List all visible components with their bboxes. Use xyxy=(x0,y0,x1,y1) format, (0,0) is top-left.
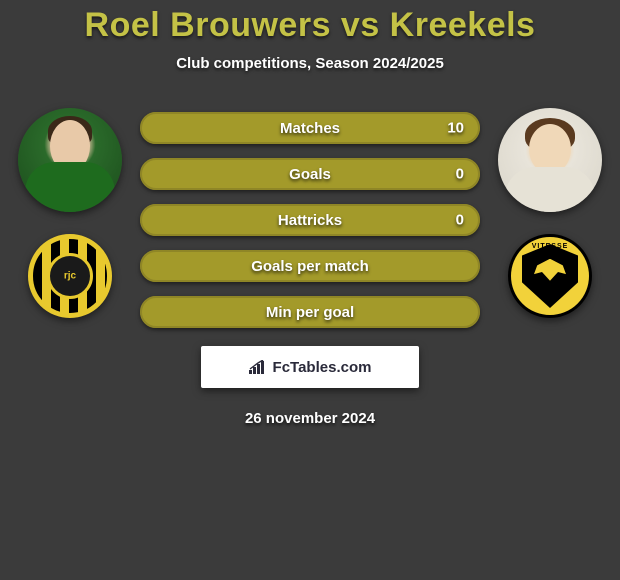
stat-label: Matches xyxy=(280,120,340,137)
stat-bar: Matches 10 xyxy=(140,112,480,144)
footer-badge: FcTables.com xyxy=(201,346,419,388)
left-column: rjc xyxy=(18,108,122,318)
stat-value: 0 xyxy=(456,212,464,229)
eagle-icon xyxy=(534,259,566,281)
chart-icon xyxy=(249,360,267,374)
stat-value: 10 xyxy=(447,120,464,137)
stat-bar: Goals per match xyxy=(140,250,480,282)
avatar-body xyxy=(505,167,595,212)
stats-column: Matches 10 Goals 0 Hattricks 0 Goals per match… xyxy=(140,108,480,328)
player-avatar-right xyxy=(498,108,602,212)
comparison-card: Roel Brouwers vs Kreekels Club competiti… xyxy=(0,0,620,427)
stat-label: Min per goal xyxy=(266,304,354,321)
avatar-body xyxy=(25,162,115,212)
stat-label: Goals xyxy=(289,166,331,183)
stat-bar: Min per goal xyxy=(140,296,480,328)
club-abbr-right: VITESSE xyxy=(532,243,569,250)
stat-value: 0 xyxy=(456,166,464,183)
subtitle: Club competitions, Season 2024/2025 xyxy=(0,55,620,72)
stat-bar: Goals 0 xyxy=(140,158,480,190)
club-badge-right: VITESSE xyxy=(508,234,592,318)
stat-label: Hattricks xyxy=(278,212,342,229)
club-abbr-left: rjc xyxy=(64,271,76,282)
footer-date: 26 november 2024 xyxy=(0,410,620,427)
stat-bar: Hattricks 0 xyxy=(140,204,480,236)
footer-site: FcTables.com xyxy=(273,359,372,376)
player-avatar-left xyxy=(18,108,122,212)
stat-label: Goals per match xyxy=(251,258,369,275)
club-badge-left: rjc xyxy=(28,234,112,318)
page-title: Roel Brouwers vs Kreekels xyxy=(0,6,620,45)
content-row: rjc Matches 10 Goals 0 Hattricks 0 Goals per m… xyxy=(0,108,620,328)
right-column: VITESSE xyxy=(498,108,602,318)
